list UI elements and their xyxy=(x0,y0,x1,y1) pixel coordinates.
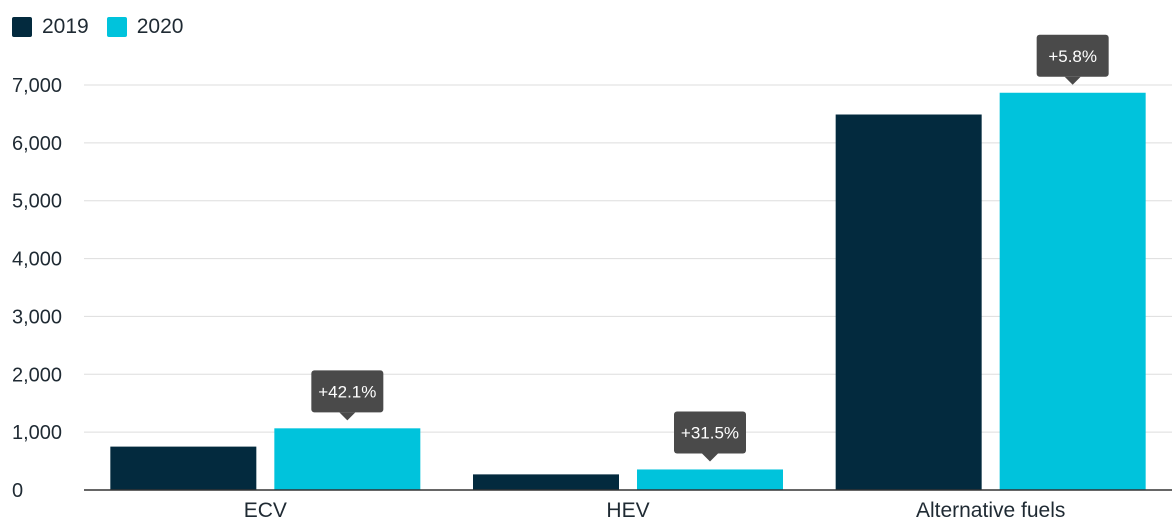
bar-2020-2 xyxy=(999,92,1146,490)
x-category-label: HEV xyxy=(606,499,649,522)
legend-item-2019: 2019 xyxy=(12,15,89,39)
legend-label: 2020 xyxy=(136,15,184,38)
y-tick-label: 7,000 xyxy=(12,75,62,97)
chart-legend: 2019 2020 xyxy=(12,12,183,42)
y-tick-label: 5,000 xyxy=(12,191,62,213)
y-tick-label: 2,000 xyxy=(12,364,62,386)
bar-2019-2 xyxy=(835,114,982,490)
legend-item-2020: 2020 xyxy=(106,15,184,39)
legend-swatch xyxy=(12,17,32,37)
legend-label: 2019 xyxy=(42,15,89,38)
bar-2019-1 xyxy=(473,474,619,490)
bar-2020-1 xyxy=(637,469,783,490)
callout-box xyxy=(1036,34,1109,77)
y-tick-label: 4,000 xyxy=(12,249,62,271)
callout-box xyxy=(674,411,746,454)
legend-swatch xyxy=(106,17,127,37)
callout-box xyxy=(311,370,384,413)
callout-pointer xyxy=(1064,76,1081,85)
y-tick-label: 3,000 xyxy=(12,306,62,328)
bar-2019-0 xyxy=(110,446,257,490)
x-category-label: Alternative fuels xyxy=(916,499,1065,522)
bar-2020-0 xyxy=(274,428,421,490)
callout-label: +31.5% xyxy=(681,423,739,442)
callout-pointer xyxy=(339,412,356,421)
callout-pointer xyxy=(702,453,718,462)
y-tick-label: 6,000 xyxy=(12,133,62,155)
x-category-label: ECV xyxy=(244,499,287,522)
y-tick-label: 0 xyxy=(12,480,23,502)
callout-label: +5.8% xyxy=(1048,47,1097,66)
callout-label: +42.1% xyxy=(318,382,376,401)
y-tick-label: 1,000 xyxy=(12,422,62,444)
